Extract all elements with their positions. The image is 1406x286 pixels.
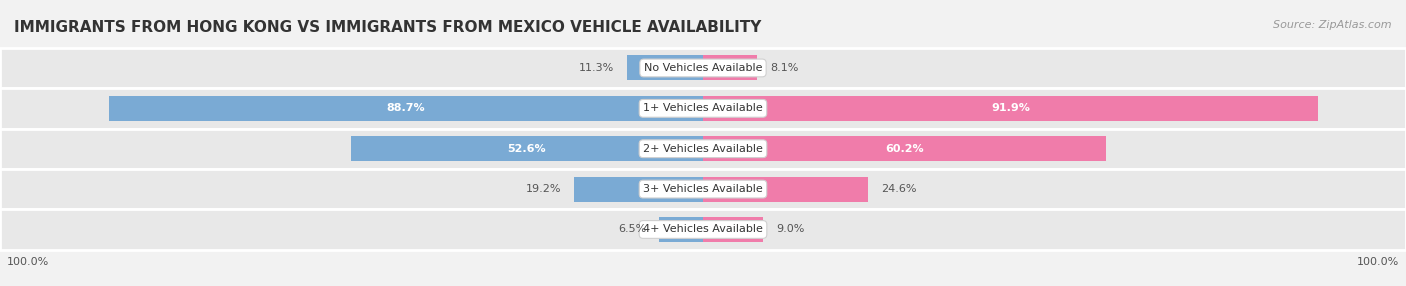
Text: 91.9%: 91.9% xyxy=(991,103,1031,113)
Bar xyxy=(703,55,758,80)
Text: 24.6%: 24.6% xyxy=(882,184,917,194)
Bar xyxy=(0,209,1406,250)
Text: 60.2%: 60.2% xyxy=(886,144,924,154)
Bar xyxy=(627,55,703,80)
Bar xyxy=(703,96,1319,121)
Bar xyxy=(659,217,703,242)
Text: 100.0%: 100.0% xyxy=(7,257,49,267)
Text: 19.2%: 19.2% xyxy=(526,184,561,194)
Bar xyxy=(703,217,763,242)
Bar xyxy=(110,96,703,121)
Text: 3+ Vehicles Available: 3+ Vehicles Available xyxy=(643,184,763,194)
Text: No Vehicles Available: No Vehicles Available xyxy=(644,63,762,73)
Text: 88.7%: 88.7% xyxy=(387,103,426,113)
Text: 52.6%: 52.6% xyxy=(508,144,546,154)
Bar xyxy=(0,88,1406,128)
Text: Source: ZipAtlas.com: Source: ZipAtlas.com xyxy=(1274,20,1392,30)
Text: 9.0%: 9.0% xyxy=(776,225,806,235)
Bar xyxy=(0,48,1406,88)
Bar xyxy=(0,128,1406,169)
Text: IMMIGRANTS FROM HONG KONG VS IMMIGRANTS FROM MEXICO VEHICLE AVAILABILITY: IMMIGRANTS FROM HONG KONG VS IMMIGRANTS … xyxy=(14,20,762,35)
Text: 4+ Vehicles Available: 4+ Vehicles Available xyxy=(643,225,763,235)
Text: 1+ Vehicles Available: 1+ Vehicles Available xyxy=(643,103,763,113)
Text: 6.5%: 6.5% xyxy=(617,225,647,235)
Legend: Immigrants from Hong Kong, Immigrants from Mexico: Immigrants from Hong Kong, Immigrants fr… xyxy=(509,281,897,286)
Text: 11.3%: 11.3% xyxy=(579,63,614,73)
Bar xyxy=(0,169,1406,209)
Text: 2+ Vehicles Available: 2+ Vehicles Available xyxy=(643,144,763,154)
Bar xyxy=(703,136,1107,161)
Text: 8.1%: 8.1% xyxy=(770,63,799,73)
Bar xyxy=(703,176,868,202)
Bar xyxy=(575,176,703,202)
Text: 100.0%: 100.0% xyxy=(1357,257,1399,267)
Bar xyxy=(352,136,703,161)
